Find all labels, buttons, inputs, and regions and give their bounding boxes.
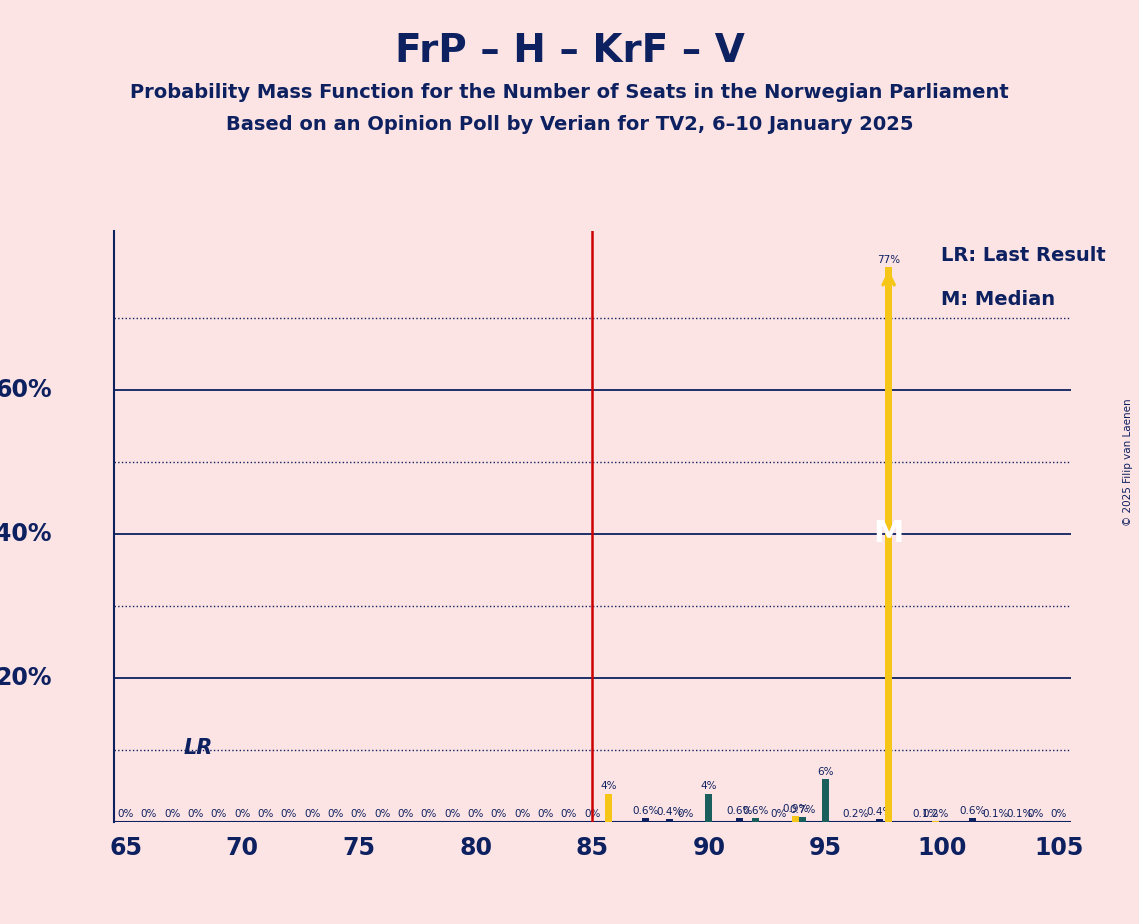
Text: 0.2%: 0.2% — [923, 808, 949, 819]
Bar — [666, 820, 673, 822]
Text: 0%: 0% — [514, 809, 531, 820]
Text: 0%: 0% — [538, 809, 554, 820]
Text: 4%: 4% — [700, 782, 718, 791]
Bar — [792, 816, 798, 822]
Text: 0.2%: 0.2% — [843, 808, 869, 819]
Bar — [876, 820, 883, 822]
Text: 0%: 0% — [444, 809, 460, 820]
Text: M: Median: M: Median — [942, 290, 1056, 310]
Text: 0%: 0% — [420, 809, 437, 820]
Text: Probability Mass Function for the Number of Seats in the Norwegian Parliament: Probability Mass Function for the Number… — [130, 83, 1009, 103]
Text: 0.6%: 0.6% — [726, 806, 753, 816]
Text: 0.6%: 0.6% — [743, 806, 769, 816]
Text: 0.1%: 0.1% — [1006, 809, 1033, 820]
Text: 0%: 0% — [233, 809, 251, 820]
Text: 0%: 0% — [771, 809, 787, 820]
Text: 0%: 0% — [374, 809, 391, 820]
Text: 0%: 0% — [351, 809, 367, 820]
Text: 0%: 0% — [560, 809, 577, 820]
Text: 20%: 20% — [0, 666, 51, 690]
Text: 0.4%: 0.4% — [656, 808, 682, 818]
Bar — [736, 818, 743, 822]
Bar — [752, 818, 759, 822]
Bar — [822, 779, 829, 822]
Text: © 2025 Filip van Laenen: © 2025 Filip van Laenen — [1123, 398, 1133, 526]
Text: 0%: 0% — [491, 809, 507, 820]
Text: 0%: 0% — [304, 809, 320, 820]
Text: 0%: 0% — [164, 809, 180, 820]
Bar — [798, 818, 805, 822]
Text: 0%: 0% — [117, 809, 133, 820]
Text: 0%: 0% — [257, 809, 273, 820]
Text: 6%: 6% — [818, 767, 834, 777]
Bar — [605, 794, 612, 822]
Text: LR: Last Result: LR: Last Result — [942, 246, 1106, 265]
Text: 0.9%: 0.9% — [782, 804, 809, 814]
Text: 0%: 0% — [211, 809, 227, 820]
Text: M: M — [874, 519, 904, 548]
Text: 0%: 0% — [1051, 809, 1067, 820]
Bar — [705, 794, 713, 822]
Text: 0%: 0% — [188, 809, 204, 820]
Text: 0.6%: 0.6% — [633, 806, 659, 816]
Text: 0.1%: 0.1% — [912, 809, 940, 820]
Text: 60%: 60% — [0, 378, 51, 402]
Bar — [642, 818, 649, 822]
Text: Based on an Opinion Poll by Verian for TV2, 6–10 January 2025: Based on an Opinion Poll by Verian for T… — [226, 116, 913, 135]
Text: 0.7%: 0.7% — [789, 805, 816, 815]
Text: 0%: 0% — [280, 809, 297, 820]
Bar — [969, 818, 976, 822]
Bar — [885, 267, 892, 822]
Text: 0%: 0% — [1027, 809, 1043, 820]
Bar — [852, 821, 860, 822]
Text: FrP – H – KrF – V: FrP – H – KrF – V — [394, 32, 745, 70]
Text: 0%: 0% — [141, 809, 157, 820]
Text: 0%: 0% — [398, 809, 413, 820]
Text: 0.6%: 0.6% — [959, 806, 986, 816]
Text: 0%: 0% — [467, 809, 484, 820]
Text: 0.1%: 0.1% — [983, 809, 1009, 820]
Text: LR: LR — [183, 738, 213, 758]
Text: 40%: 40% — [0, 522, 51, 546]
Text: 4%: 4% — [600, 782, 617, 791]
Text: 77%: 77% — [877, 255, 900, 265]
Text: 0%: 0% — [678, 809, 694, 820]
Bar — [932, 821, 939, 822]
Text: 0%: 0% — [327, 809, 344, 820]
Text: 0%: 0% — [584, 809, 600, 820]
Text: 0.4%: 0.4% — [866, 808, 893, 818]
